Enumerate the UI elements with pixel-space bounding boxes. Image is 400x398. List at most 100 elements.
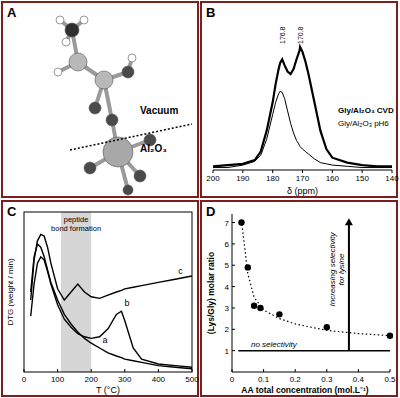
y-tick-label: 7: [225, 219, 230, 228]
y-tick: [232, 329, 235, 330]
arrow-label: for lysine: [337, 253, 346, 286]
band-label: peptide: [64, 215, 89, 224]
atom: [65, 23, 79, 37]
y-tick: [232, 222, 235, 223]
x-tick-label: 100: [51, 375, 65, 384]
peak-label: 170.8: [297, 26, 304, 44]
x-tick-label: 0.5: [384, 375, 396, 384]
fit-line: [241, 220, 390, 335]
x-tick: [326, 369, 327, 372]
plot-area: [238, 219, 393, 339]
atom: [122, 66, 134, 78]
x-tick: [272, 170, 273, 173]
atom: [62, 38, 70, 46]
point: [251, 303, 257, 309]
x-tick-label: 170: [296, 174, 310, 183]
atom: [134, 170, 146, 182]
figure: ABCDVacuumAl₂O₃200190180170160150140δ (p…: [0, 0, 400, 398]
dtg-curve: [31, 257, 192, 367]
atom: [106, 114, 118, 126]
x-tick: [158, 369, 159, 372]
x-tick-label: 0.4: [353, 375, 365, 384]
panel-label: B: [206, 5, 215, 20]
curve-label: c: [178, 266, 183, 276]
panel-frame: [201, 2, 397, 197]
band-label: bond formation: [51, 224, 101, 233]
panel-frame: [201, 201, 397, 396]
panel-frame: [2, 2, 198, 197]
x-tick: [91, 369, 92, 372]
x-tick: [213, 170, 214, 173]
x-tick-label: 200: [206, 174, 220, 183]
panel-label: C: [7, 204, 17, 219]
atom: [84, 162, 96, 174]
y-tick: [232, 243, 235, 244]
x-tick: [302, 170, 303, 173]
x-tick: [392, 170, 393, 173]
point: [324, 324, 330, 330]
y-axis-label: (Lys/Gly) molar ratio: [206, 252, 216, 334]
x-tick: [295, 369, 296, 372]
panel-label: D: [206, 204, 215, 219]
y-tick: [232, 307, 235, 308]
y-axis-label: DTG (weight / min): [6, 258, 15, 325]
x-tick: [358, 369, 359, 372]
y-tick-label: 5: [225, 261, 230, 270]
arrow: [348, 224, 350, 350]
x-tick: [242, 170, 243, 173]
y-tick-label: 2: [225, 325, 230, 334]
x-tick-label: 0: [230, 375, 235, 384]
x-tick-label: 500: [185, 375, 199, 384]
x-tick-label: 180: [266, 174, 280, 183]
atom: [80, 16, 88, 24]
panel-frame: [2, 201, 198, 396]
plot-frame: [24, 212, 192, 372]
x-tick-label: 200: [85, 375, 99, 384]
x-tick: [57, 369, 58, 372]
dtg-curve: [31, 244, 192, 369]
shaded-band: [61, 212, 91, 372]
x-tick: [362, 170, 363, 173]
spectrum-line: [213, 91, 392, 167]
y-tick-label: 1: [225, 347, 230, 356]
point: [245, 264, 251, 270]
y-tick-label: 6: [225, 240, 230, 249]
arrow-label: Increasing selectivity: [328, 232, 337, 307]
x-tick-label: 190: [236, 174, 250, 183]
x-tick-label: 0.2: [290, 375, 302, 384]
atom: [56, 16, 64, 24]
plot-area: [31, 234, 192, 368]
x-tick-label: 150: [355, 174, 369, 183]
x-tick-label: 160: [326, 174, 340, 183]
interface-line: [70, 124, 192, 150]
x-tick: [390, 369, 391, 372]
x-tick: [332, 170, 333, 173]
peak-label: 176.8: [279, 26, 286, 44]
region-label: Vacuum: [140, 105, 178, 116]
atom: [103, 137, 133, 167]
panel-label: A: [7, 5, 17, 20]
x-tick-label: 0: [22, 375, 27, 384]
curve-label: a: [103, 335, 108, 345]
reference-label: no selectivity: [251, 340, 298, 349]
x-axis: [232, 372, 390, 373]
region-label: Al₂O₃: [140, 143, 167, 154]
y-tick-label: 3: [225, 304, 230, 313]
curve-label: b: [124, 298, 129, 308]
x-axis-label: AA total concentration (mol.L⁻¹): [241, 385, 369, 395]
y-tick: [232, 286, 235, 287]
x-tick-label: 300: [118, 375, 132, 384]
x-tick: [232, 369, 233, 372]
dtg-curve: [31, 234, 192, 300]
atom: [69, 53, 87, 71]
x-axis-label: T (°C): [96, 385, 120, 395]
atom: [95, 71, 113, 89]
y-tick: [232, 265, 235, 266]
x-tick: [24, 369, 25, 372]
x-axis-label: δ (ppm): [287, 186, 318, 196]
atom: [54, 68, 62, 76]
point: [276, 311, 282, 317]
x-tick-label: 400: [152, 375, 166, 384]
arrow-head: [345, 218, 353, 225]
atom: [123, 185, 133, 195]
